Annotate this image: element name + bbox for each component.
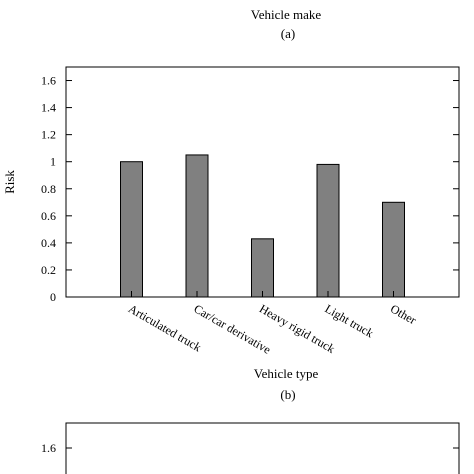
panel-b-caption: (b): [280, 387, 295, 402]
vehicle-type-chart: 0 0.2 0.4 0.6 0.8 1 1.2 1.4 1.6 Articulated truc…: [2, 66, 460, 402]
y-tick-label: 0.8: [41, 182, 56, 196]
y-tick-label: 1.4: [41, 101, 56, 115]
bar: [185, 154, 209, 298]
x-tick-label: Articulated truck: [126, 301, 204, 354]
bar: [316, 163, 340, 298]
y-tick-label: 1.6: [41, 441, 56, 455]
x-tick-label: Other: [388, 301, 419, 327]
y-axis-label: Risk: [2, 170, 17, 194]
y-tick-label: 0.4: [41, 236, 56, 250]
partial-third-chart: 1.6: [41, 422, 460, 474]
top-panel-xlabel: Vehicle make: [251, 7, 322, 22]
x-tick-label: Light truck: [323, 301, 376, 340]
x-axis-label: Vehicle type: [254, 366, 319, 381]
bars: [120, 154, 405, 298]
y-tick-label: 1: [50, 155, 56, 169]
y-tick-label: 0.2: [41, 263, 56, 277]
y-axis-ticks: 0 0.2 0.4 0.6 0.8 1 1.2 1.4 1.6: [41, 74, 459, 304]
y-tick-label: 0.6: [41, 209, 56, 223]
top-panel-caption: (a): [281, 26, 295, 41]
bar: [382, 201, 405, 298]
plot-frame-partial: [65, 422, 460, 474]
bar: [251, 238, 274, 298]
y-tick-label: 1.2: [41, 128, 56, 142]
bar: [120, 161, 143, 298]
y-tick-label: 0: [50, 290, 56, 304]
y-tick-label: 1.6: [41, 74, 56, 88]
